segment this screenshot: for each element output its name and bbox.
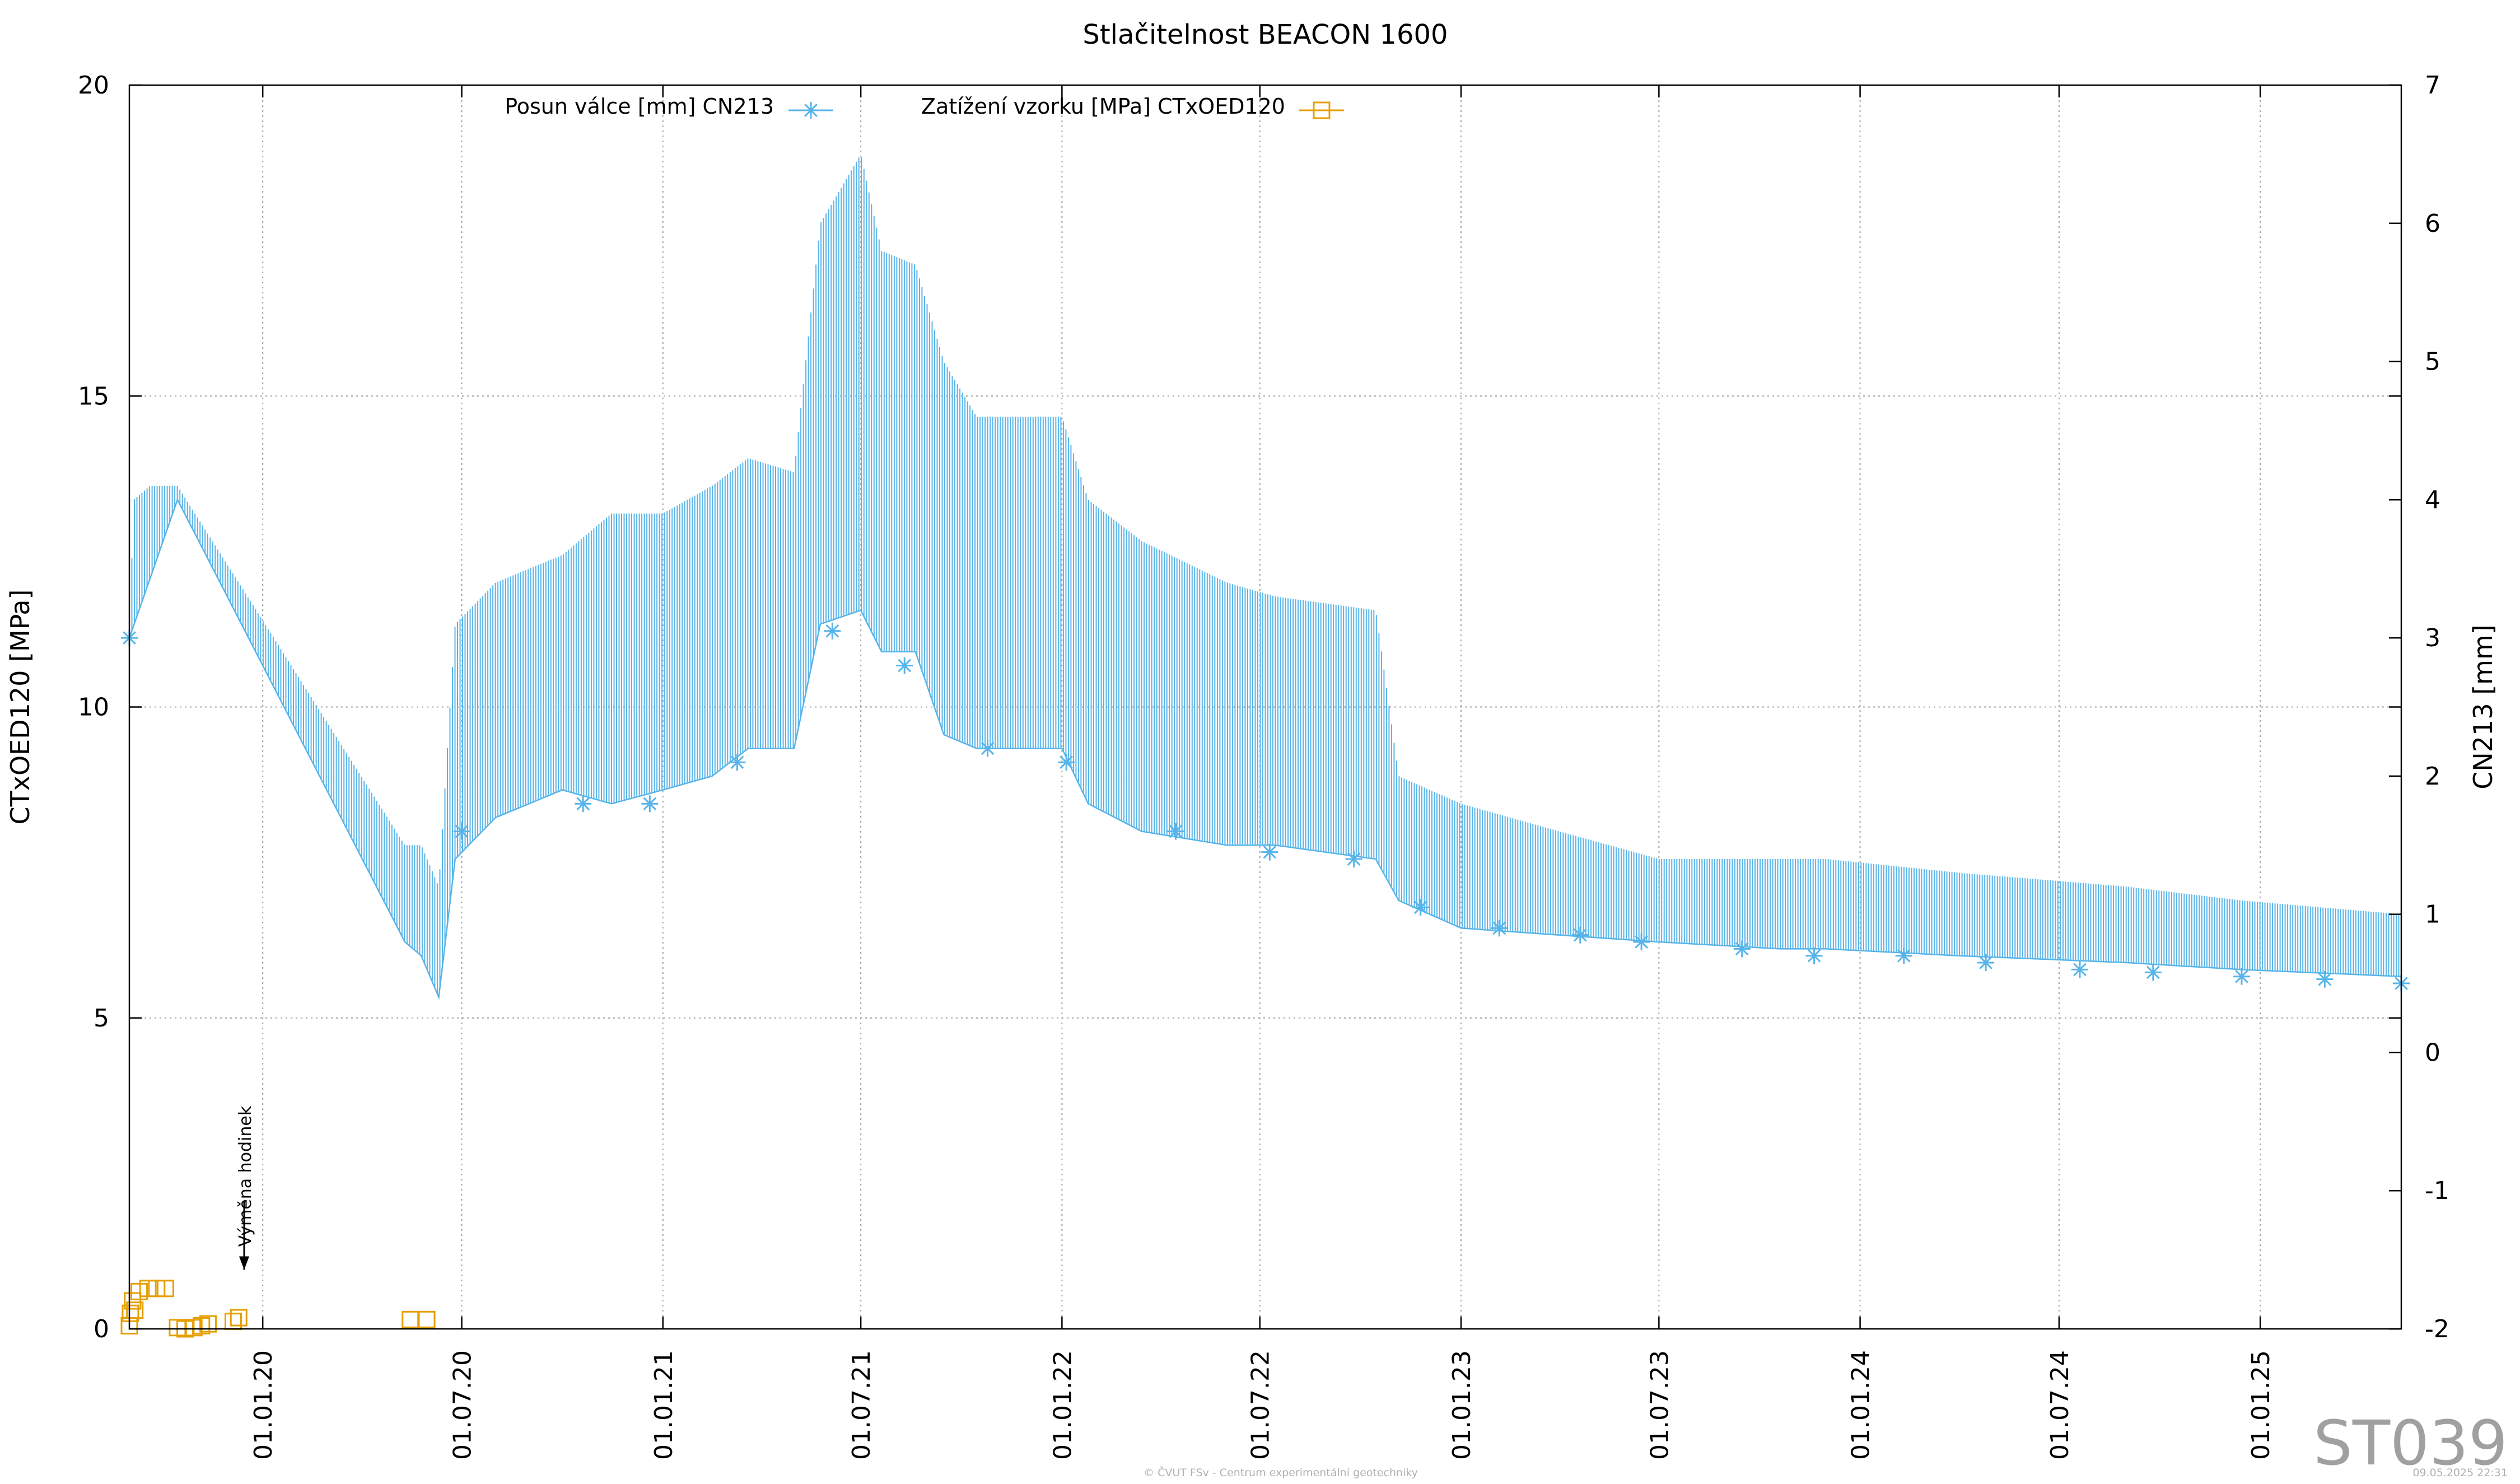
y-left-tick-label: 0	[94, 1315, 109, 1343]
load-marker	[418, 1310, 436, 1328]
annotation-text: Výměna hodinek	[236, 1105, 255, 1247]
load-marker	[126, 1301, 144, 1319]
station-label: ST039	[2313, 1407, 2508, 1479]
y-right-tick-label: 5	[2425, 348, 2440, 376]
chart-title: Stlačitelnost BEACON 1600	[1082, 19, 1448, 50]
y-left-tick-label: 5	[94, 1004, 109, 1033]
x-tick-label: 01.01.22	[1048, 1350, 1077, 1460]
load-series	[120, 1280, 436, 1338]
displacement-marker	[1895, 947, 1912, 964]
x-tick-label: 01.07.21	[847, 1350, 876, 1460]
legend-load-sample	[1299, 101, 1344, 119]
y-left-tick-label: 15	[78, 382, 109, 410]
y-left-tick-label: 20	[78, 71, 109, 100]
displacement-marker	[2233, 968, 2250, 985]
footer-copyright: © ČVUT FSv - Centrum experimentální geot…	[1144, 1466, 1418, 1479]
load-marker	[139, 1280, 157, 1298]
load-marker	[230, 1309, 248, 1327]
displacement-marker	[1261, 843, 1278, 861]
x-tick-label: 01.01.21	[650, 1350, 678, 1460]
y-right-tick-label: 3	[2425, 624, 2440, 652]
x-tick-label: 01.07.24	[2046, 1350, 2074, 1460]
load-marker	[122, 1304, 139, 1322]
y-right-tick-label: -2	[2425, 1315, 2449, 1343]
x-tick-label: 01.01.25	[2247, 1350, 2275, 1460]
legend-square-icon	[1313, 101, 1331, 119]
y-right-tick-label: 0	[2425, 1038, 2440, 1067]
displacement-marker	[575, 795, 592, 813]
displacement-marker	[1167, 823, 1184, 840]
y-right-tick-label: 1	[2425, 900, 2440, 929]
load-marker	[193, 1317, 211, 1334]
displacement-marker	[453, 823, 470, 840]
displacement-marker	[1491, 920, 1508, 937]
x-tick-label: 01.07.22	[1247, 1350, 1275, 1460]
x-tick-label: 01.01.24	[1847, 1350, 1875, 1460]
legend-item-displacement: Posun válce [mm] CN213	[505, 94, 774, 119]
displacement-marker	[1633, 934, 1650, 951]
load-marker	[156, 1280, 174, 1298]
displacement-marker	[641, 795, 659, 813]
x-tick-label: 01.01.23	[1448, 1350, 1476, 1460]
load-marker	[148, 1280, 166, 1298]
y-right-tick-label: 2	[2425, 762, 2440, 791]
plot-area	[120, 157, 2410, 1338]
y-left-tick-label: 10	[78, 693, 109, 722]
displacement-marker	[1977, 954, 1995, 972]
legend: Posun válce [mm] CN213 Zatížení vzorku […	[505, 94, 1344, 119]
x-tick-label: 01.07.20	[449, 1350, 477, 1460]
arrow-head-icon	[239, 1256, 249, 1270]
load-marker	[224, 1313, 242, 1331]
y-right-tick-label: 6	[2425, 209, 2440, 238]
displacement-marker	[729, 754, 746, 771]
displacement-lower-envelope	[128, 498, 2402, 1000]
legend-item-load: Zatížení vzorku [MPa] CTxOED120	[921, 94, 1285, 119]
displacement-marker	[2316, 970, 2334, 988]
displacement-marker	[2071, 961, 2089, 978]
load-marker	[199, 1315, 217, 1333]
displacement-marker	[1412, 899, 1429, 916]
displacement-marker	[979, 740, 996, 757]
displacement-marker	[824, 622, 841, 640]
displacement-marker	[896, 657, 913, 674]
load-marker	[130, 1282, 148, 1300]
legend-star-icon	[802, 102, 819, 119]
axes: 0 5 10 15 20 -2 -1 0 1 2 3 4 5 6 7 01.01.20 01.07.20 01.0…	[78, 71, 2449, 1460]
y-axis-left-label: CTxOED120 [MPa]	[5, 590, 35, 825]
y-right-tick-label: -1	[2425, 1177, 2449, 1205]
y-right-tick-label: 7	[2425, 71, 2440, 100]
displacement-marker	[1571, 926, 1589, 944]
annotation-clock-change: Výměna hodinek	[236, 1105, 255, 1270]
displacement-marker	[1733, 940, 1751, 958]
y-right-tick-label: 4	[2425, 486, 2440, 514]
x-tick-label: 01.07.23	[1645, 1350, 1674, 1460]
displacement-marker	[1058, 754, 1075, 771]
displacement-marker	[1345, 850, 1362, 867]
displacement-series	[121, 157, 2410, 1000]
legend-displacement-sample	[788, 102, 833, 119]
displacement-marker	[1805, 947, 1823, 964]
x-tick-label: 01.01.20	[249, 1350, 278, 1460]
footer-timestamp: 09.05.2025 22:31	[2412, 1467, 2508, 1479]
y-axis-right-label: CN213 [mm]	[2468, 624, 2498, 789]
displacement-oscillation-band	[131, 157, 2402, 994]
load-marker	[124, 1292, 142, 1310]
displacement-marker	[2144, 964, 2162, 981]
load-marker	[402, 1310, 419, 1328]
